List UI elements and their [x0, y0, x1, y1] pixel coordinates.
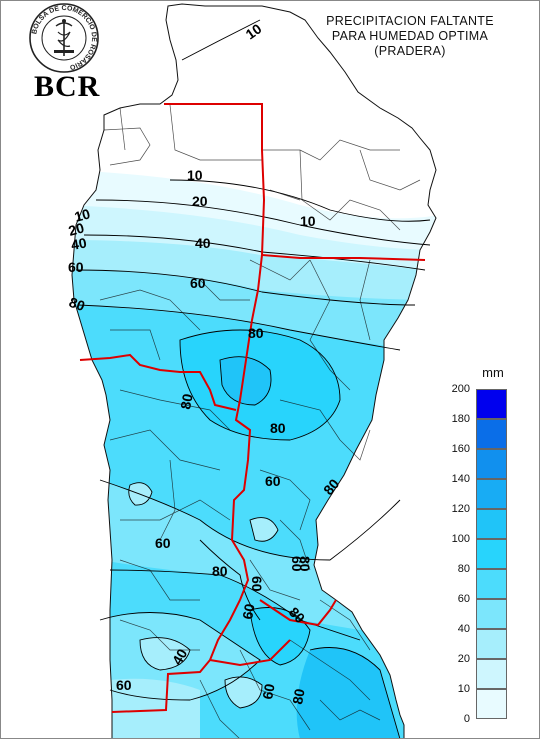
isolines	[75, 19, 431, 739]
legend-tick-label: 100	[451, 533, 470, 545]
title-line-3: (PRADERA)	[374, 44, 446, 58]
contour-label: 80	[286, 604, 308, 626]
contour-label: 80	[212, 563, 228, 579]
province-boundaries	[79, 103, 426, 713]
title-line-2: PARA HUMEDAD OPTIMA	[331, 29, 489, 43]
legend-tick-label: 80	[457, 563, 470, 575]
contour-label: 10	[187, 167, 203, 183]
legend-tick-label: 180	[451, 413, 470, 425]
contour-label: 10	[73, 205, 92, 225]
legend-tick-label: 200	[451, 383, 470, 395]
bcr-seal-logo: BOLSA DE COMERCIO DE ROSARIO	[29, 3, 99, 73]
legend-color-box	[476, 449, 507, 479]
legend-color-box	[476, 659, 507, 689]
contour-label: 10	[243, 20, 265, 42]
department-boundaries	[99, 104, 421, 739]
legend-tick-label: 60	[457, 593, 470, 605]
contour-label: 60	[190, 275, 206, 291]
legend-color-box	[476, 539, 507, 569]
contour-label: 60	[68, 259, 84, 275]
map-title: PRECIPITACION FALTANTE PARA HUMEDAD OPTI…	[300, 14, 520, 59]
contour-label: 40	[195, 235, 211, 251]
contour-label: 20	[192, 193, 208, 209]
bcr-logo-text: BCR	[34, 70, 101, 103]
contour-label: 80	[289, 687, 307, 705]
caduceus-icon	[54, 19, 74, 56]
contour-label: 60	[289, 556, 305, 572]
contour-label: 80	[320, 476, 342, 498]
legend-tick-label: 140	[451, 473, 470, 485]
legend-color-box	[476, 569, 507, 599]
contour-label: 40	[70, 234, 88, 252]
contour-label: 80	[270, 420, 286, 436]
legend-color-box	[476, 629, 507, 659]
legend-tick-label: 40	[457, 623, 470, 635]
legend-color-box	[476, 419, 507, 449]
contour-label: 80	[67, 294, 87, 314]
legend-tick-label: 20	[457, 653, 470, 665]
legend-color-box	[476, 389, 507, 419]
legend-color-box	[476, 599, 507, 629]
legend-color-box	[476, 689, 507, 719]
legend-color-box	[476, 479, 507, 509]
contour-label: 60	[116, 677, 132, 693]
legend-tick-label: 10	[457, 683, 470, 695]
contour-label: 10	[300, 213, 316, 229]
contour-label: 80	[177, 392, 195, 410]
contour-label: 60	[155, 535, 171, 551]
contour-label: 60	[265, 473, 281, 489]
legend-color-box	[476, 509, 507, 539]
legend-tick-label: 0	[463, 713, 470, 725]
region-outline	[71, 3, 437, 739]
contour-label: 80	[248, 325, 264, 341]
contour-label: 60	[259, 682, 277, 700]
contour-label: 20	[67, 219, 86, 239]
legend-tick-label: 160	[451, 443, 470, 455]
contour-label: 40	[169, 646, 191, 668]
title-line-1: PRECIPITACION FALTANTE	[326, 14, 494, 28]
contour-label: 60	[249, 576, 265, 592]
contour-label: 60	[239, 602, 257, 620]
legend-unit: mm	[482, 365, 504, 380]
contour-label: 80	[297, 556, 313, 572]
legend-tick-label: 120	[451, 503, 470, 515]
